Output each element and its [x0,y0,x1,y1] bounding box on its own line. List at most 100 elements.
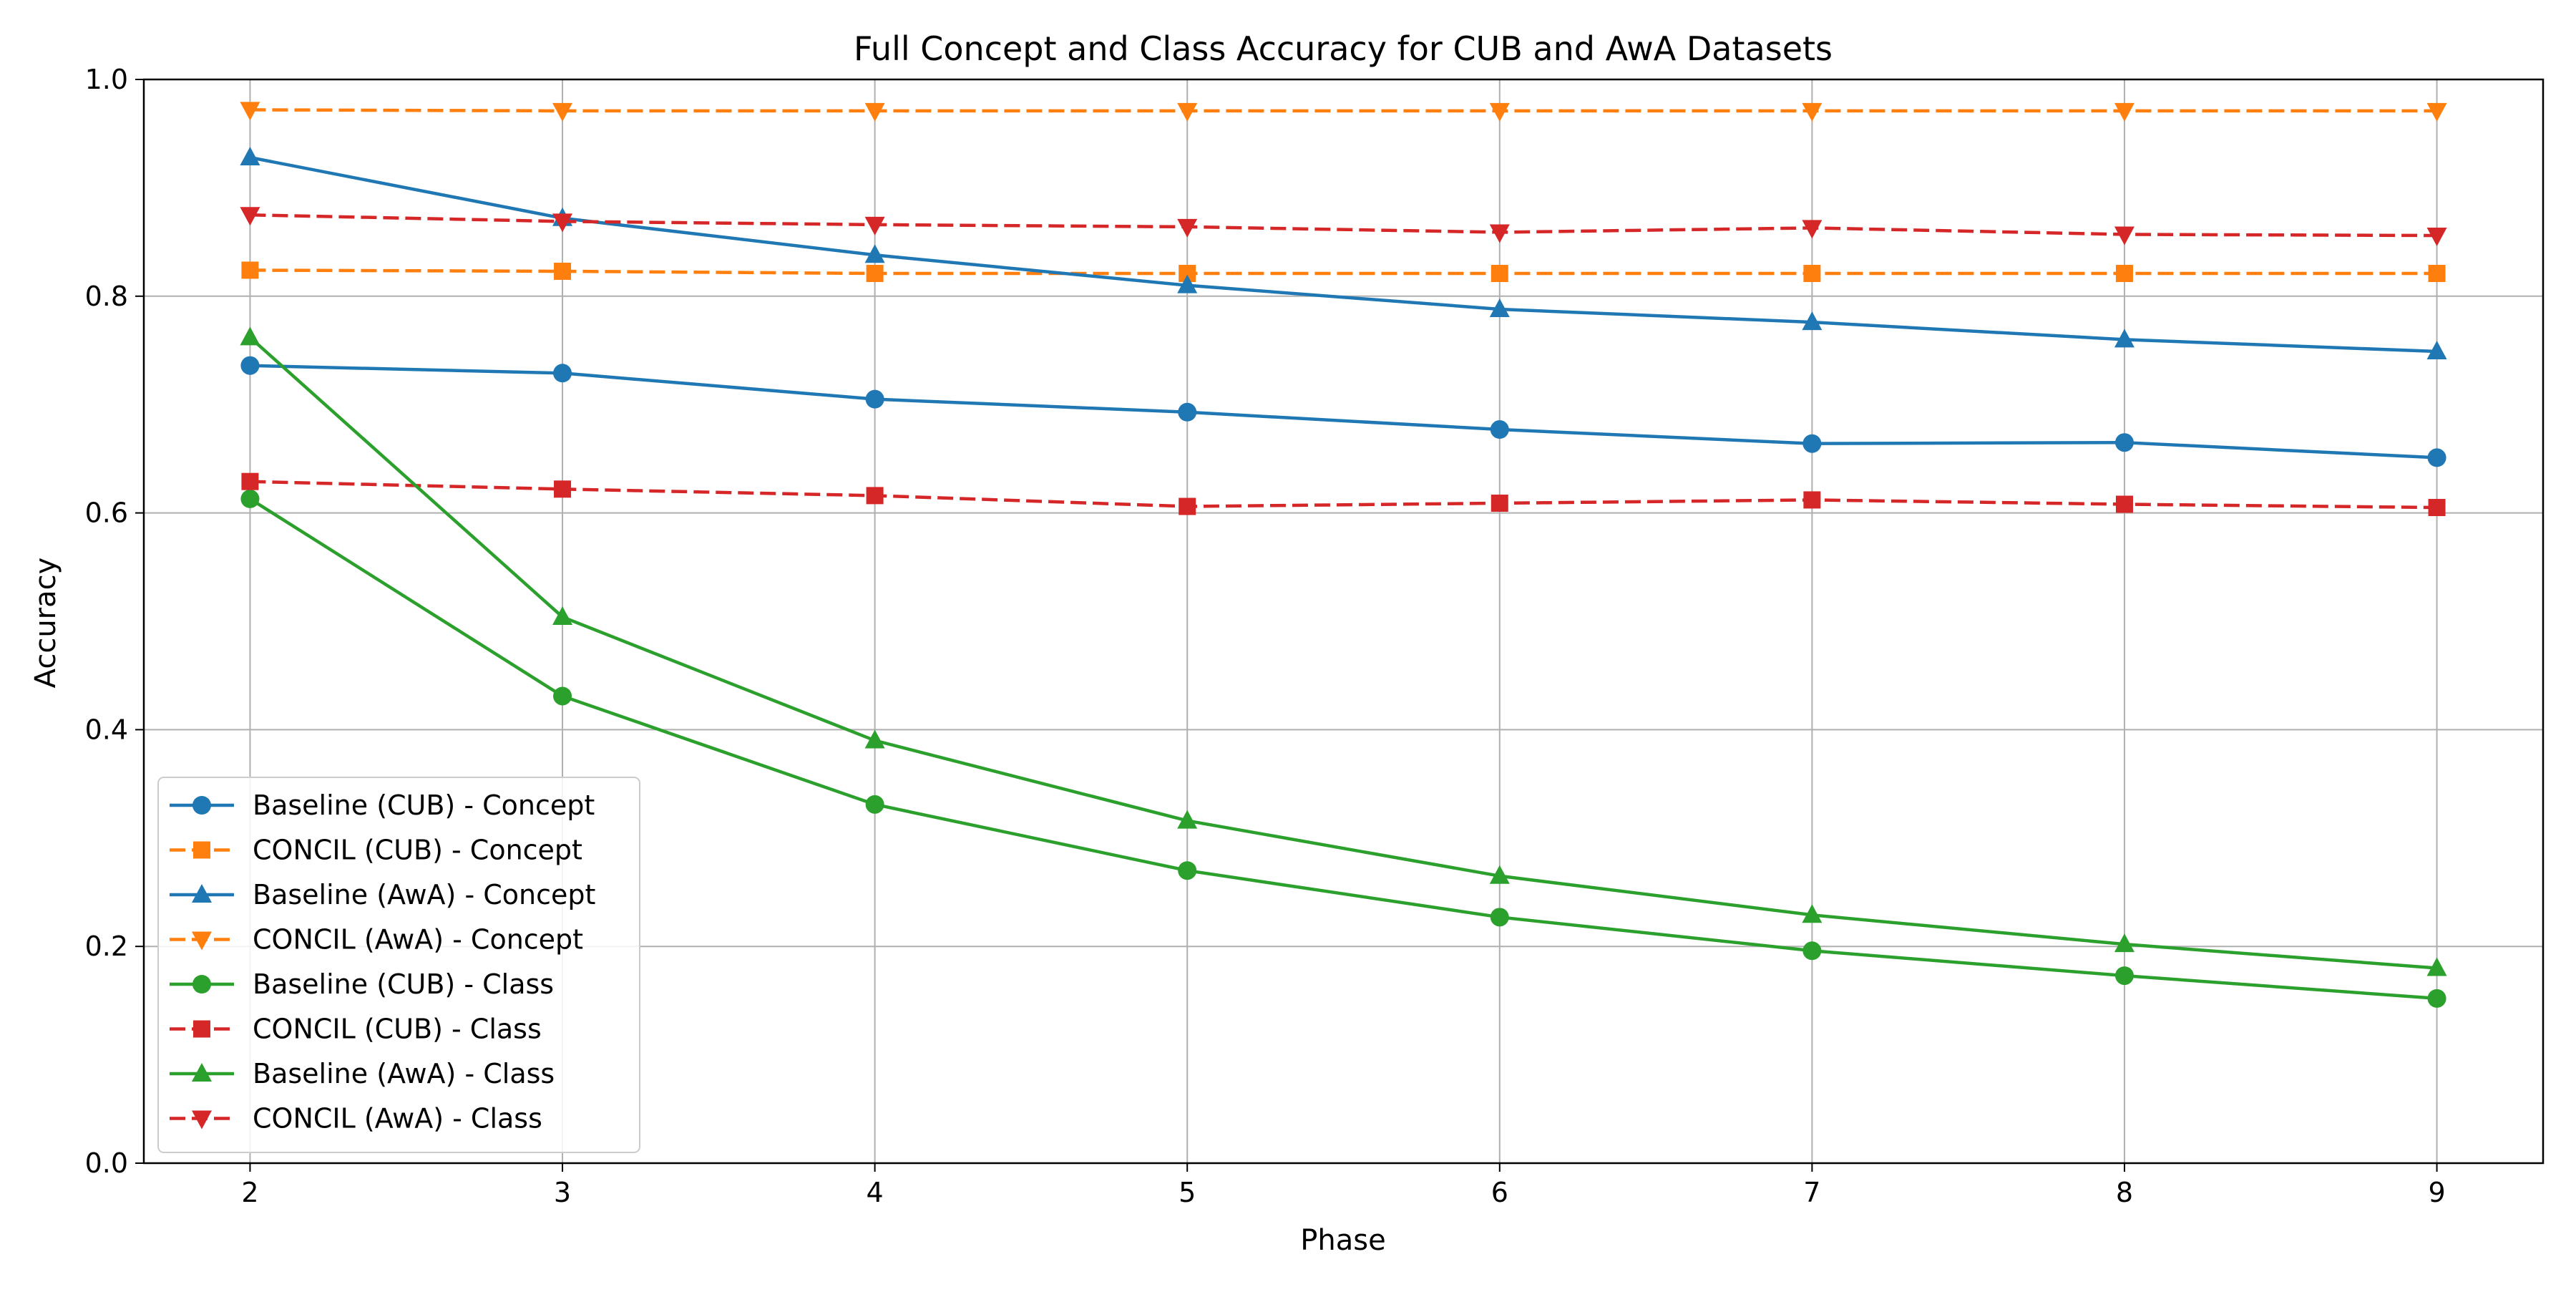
legend-entry: CONCIL (AwA) - Concept [170,924,583,956]
legend-marker [192,1063,212,1082]
data-point [1803,265,1821,283]
data-point [1490,908,1509,927]
x-tick-label: 2 [241,1177,258,1208]
data-point [865,389,884,409]
data-point [553,364,572,383]
legend-entry: CONCIL (CUB) - Concept [170,835,582,866]
legend-marker [192,796,211,815]
data-point [240,102,260,121]
series-3 [240,147,2447,360]
data-point [2114,102,2135,122]
data-point [2114,226,2135,246]
legend-label: Baseline (AwA) - Concept [253,879,595,910]
series-line [250,108,2437,113]
data-point [1179,497,1196,515]
series-8 [240,207,2447,247]
legend-label: CONCIL (AwA) - Class [253,1103,542,1135]
y-tick-label: 0.6 [85,497,128,529]
legend-label: Baseline (AwA) - Class [253,1058,555,1089]
ticks-layer: 2 3 4 5 6 7 8 9 0.0 0.2 0.4 0.6 0.8 1.0 [85,64,2446,1208]
data-point [1802,904,1823,923]
data-point [2114,329,2135,348]
legend-label: CONCIL (CUB) - Class [253,1014,542,1045]
data-point [2114,966,2134,986]
series-line [250,155,2437,354]
series-2 [241,261,2446,283]
series-1 [240,356,2446,467]
data-point [1803,491,1821,509]
data-point [864,729,885,749]
y-tick-label: 0.4 [85,714,128,745]
data-point [552,606,573,625]
data-point [1489,224,1510,243]
data-point [2115,265,2133,283]
data-point [240,356,260,375]
legend-label: Baseline (CUB) - Concept [253,790,595,821]
data-point [1802,434,1822,453]
x-tick-label: 3 [554,1177,571,1208]
series-line [248,336,2437,970]
y-tick-label: 0.0 [85,1147,128,1179]
data-point [1177,102,1198,122]
legend-marker [193,1020,210,1038]
data-point [241,472,259,490]
legend: Baseline (CUB) - Concept CONCIL (CUB) - C… [157,777,640,1153]
y-tick-label: 0.8 [85,281,128,312]
data-point [2426,102,2447,122]
data-point [1802,102,1823,122]
data-point [240,489,260,508]
data-point [2428,499,2446,517]
legend-marker [192,931,212,951]
legend-entry: CONCIL (AwA) - Class [170,1103,542,1135]
data-point [864,102,885,122]
data-point [1178,861,1197,880]
data-point [1491,265,1508,283]
data-point [1491,494,1508,512]
data-point [1178,402,1197,422]
data-point [864,216,885,235]
data-point [1489,298,1510,317]
data-point [1802,941,1822,961]
data-point [866,265,884,283]
data-point [865,795,884,814]
y-tick-label: 1.0 [85,64,128,95]
data-point [2114,933,2135,953]
legend-marker [192,1110,212,1130]
series-line [250,480,2437,510]
x-tick-label: 6 [1491,1177,1508,1208]
data-point [1177,218,1198,238]
data-point [240,147,260,166]
data-point [2114,433,2134,452]
series-7 [240,326,2447,976]
data-point [554,480,572,498]
x-axis-label: Phase [1300,1224,1385,1257]
data-point [2115,495,2133,513]
data-point [2427,448,2446,467]
data-point [240,326,260,346]
series-line [250,213,2437,238]
legend-label: CONCIL (AwA) - Concept [253,924,583,956]
data-point [2426,228,2447,247]
legend-entry: Baseline (AwA) - Concept [170,879,595,910]
data-point [552,102,573,122]
x-tick-label: 8 [2116,1177,2133,1208]
data-point [553,686,572,706]
legend-marker [192,975,211,994]
legend-entry: Baseline (CUB) - Class [170,968,554,1000]
data-point [1490,420,1509,439]
legend-marker [192,884,212,903]
data-point [241,261,259,279]
x-tick-label: 7 [1803,1177,1820,1208]
data-point [866,487,884,505]
data-point [2426,957,2447,976]
series-line [249,497,2437,1001]
data-point [1489,865,1510,884]
data-point [2426,341,2447,360]
y-tick-label: 0.2 [85,931,128,962]
series-line [250,268,2437,276]
data-point [864,244,885,263]
chart-title: Full Concept and Class Accuracy for CUB … [854,29,1833,68]
data-point [1802,311,1823,331]
